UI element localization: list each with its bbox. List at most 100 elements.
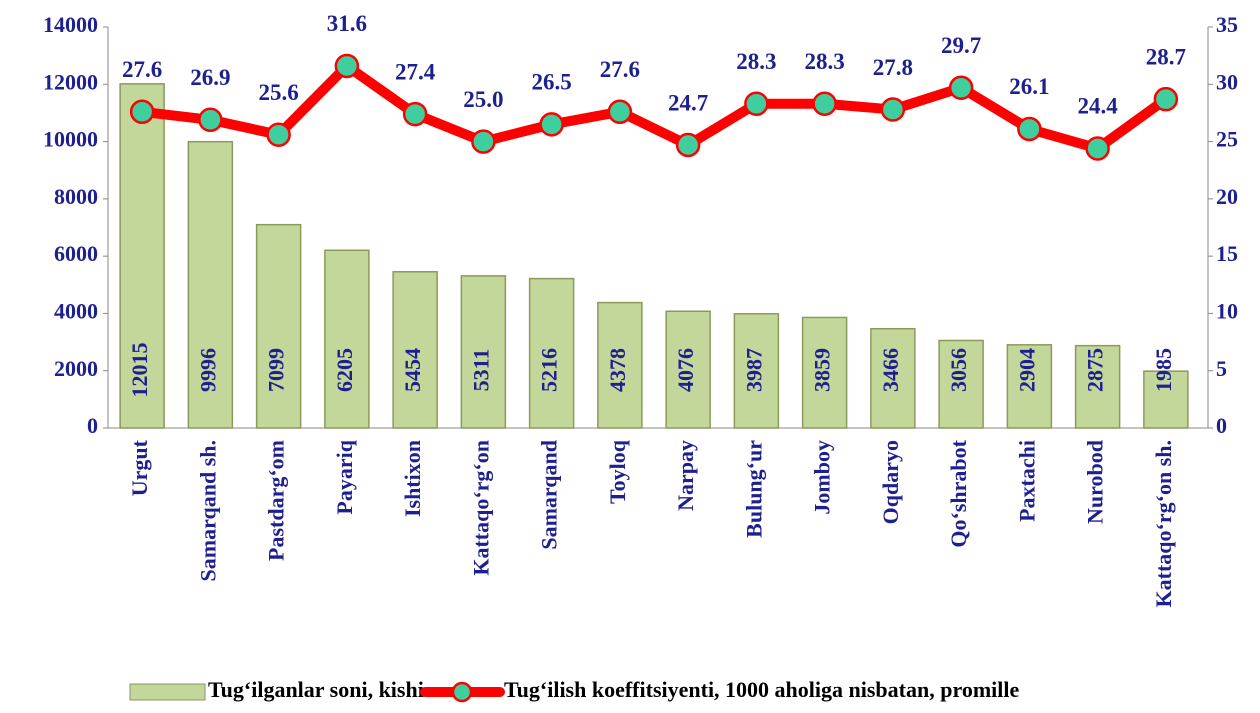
line-label: 27.4 — [395, 59, 436, 84]
bar — [870, 327, 916, 429]
bar-label: 3466 — [878, 348, 903, 392]
bar — [1006, 344, 1053, 429]
bar — [938, 339, 984, 429]
line-marker — [266, 122, 291, 147]
legend-swatch — [129, 683, 206, 701]
bar — [528, 277, 575, 429]
line-label: 25.0 — [463, 87, 503, 112]
bar-label: 4378 — [605, 348, 630, 392]
y2-tick-label: 20 — [1216, 184, 1238, 209]
x-tick-label: Pastdarg‘om — [264, 440, 289, 561]
line-label: 26.9 — [190, 65, 230, 90]
line-label: 28.3 — [736, 49, 776, 74]
bar — [801, 316, 848, 429]
x-tick-label: Nurobod — [1083, 440, 1108, 524]
bar — [187, 140, 234, 429]
line-marker — [198, 107, 223, 133]
y-tick-label: 2000 — [54, 356, 98, 381]
line-label: 31.6 — [327, 11, 367, 36]
bar-label: 3859 — [810, 348, 835, 392]
bar-label: 6205 — [332, 348, 357, 392]
line-marker — [402, 101, 428, 127]
x-tick-label: Kattaqo‘rg‘on sh. — [1151, 440, 1176, 607]
y-tick-label: 6000 — [54, 241, 98, 266]
y-tick-label: 4000 — [54, 298, 98, 323]
x-tick-label: Bulung‘ur — [741, 440, 766, 538]
bar — [1074, 344, 1121, 429]
line-label: 29.7 — [941, 33, 981, 58]
y-tick-label: 14000 — [43, 12, 98, 37]
bar-label: 7099 — [264, 348, 289, 392]
line-label: 28.3 — [805, 49, 845, 74]
line-marker — [1017, 116, 1042, 142]
bar-label: 5454 — [400, 348, 425, 392]
bar — [460, 275, 507, 429]
legend-label: Tug‘ilganlar soni, kishi — [208, 677, 424, 702]
x-tick-label: Paxtachi — [1014, 440, 1039, 522]
bar-label: 12015 — [127, 343, 152, 398]
y2-tick-label: 30 — [1216, 69, 1238, 94]
line-marker — [539, 112, 564, 137]
x-tick-label: Oqdaryo — [878, 440, 903, 524]
bar-label: 3056 — [946, 348, 971, 392]
bar — [392, 271, 438, 429]
y2-tick-label: 5 — [1216, 356, 1227, 381]
bar — [1143, 370, 1189, 429]
x-tick-label: Samarqand — [537, 440, 562, 550]
bar — [733, 313, 780, 429]
bar — [324, 249, 370, 429]
x-tick-label: Jomboy — [810, 440, 835, 515]
line-marker — [880, 97, 906, 122]
line-marker — [744, 91, 769, 117]
bar-label: 5216 — [537, 348, 562, 392]
bar — [255, 223, 302, 429]
y2-tick-label: 0 — [1216, 413, 1227, 438]
x-tick-label: Urgut — [127, 439, 152, 496]
x-tick-label: Narpay — [673, 440, 698, 511]
y-tick-label: 0 — [87, 413, 98, 438]
y2-tick-label: 15 — [1216, 241, 1238, 266]
x-tick-label: Qo‘shrabot — [946, 439, 971, 547]
x-tick-label: Payariq — [332, 439, 357, 514]
bar-label: 1985 — [1151, 348, 1176, 392]
line-label: 26.1 — [1009, 74, 1049, 99]
x-tick-label: Ishtixon — [400, 440, 425, 517]
line-label: 28.7 — [1146, 44, 1186, 69]
line-marker — [129, 99, 155, 125]
line-label: 27.8 — [873, 55, 913, 80]
bar-label: 5311 — [468, 349, 493, 392]
legend-swatch — [451, 681, 473, 703]
bar-label: 9996 — [195, 348, 220, 392]
y2-tick-label: 10 — [1216, 298, 1238, 323]
line-marker — [675, 132, 701, 158]
x-tick-label: Kattaqo‘rg‘on — [468, 440, 493, 576]
y-tick-label: 12000 — [43, 69, 98, 94]
y-tick-label: 10000 — [43, 127, 98, 152]
line-marker — [812, 91, 837, 117]
line-label: 27.6 — [600, 57, 640, 82]
line-label: 26.5 — [532, 70, 572, 95]
line-marker — [1085, 136, 1110, 161]
line-marker — [948, 75, 974, 100]
bar-label: 2904 — [1014, 348, 1039, 392]
bar-label: 3987 — [741, 348, 766, 392]
y-tick-label: 8000 — [54, 184, 98, 209]
line — [141, 60, 1169, 154]
line-label: 24.7 — [668, 90, 708, 115]
bar — [119, 83, 165, 429]
line-marker — [334, 53, 360, 79]
x-tick-label: Samarqand sh. — [195, 440, 220, 581]
x-tick-label: Toyloq — [605, 439, 630, 504]
line-marker — [607, 99, 633, 125]
line-label: 24.4 — [1078, 94, 1119, 119]
line-marker — [1153, 86, 1179, 112]
bar — [665, 310, 711, 429]
bar-label: 2875 — [1083, 348, 1108, 392]
line-label: 25.6 — [259, 80, 299, 105]
legend-label: Tug‘ilish koeffitsiyenti, 1000 aholiga n… — [504, 677, 1019, 702]
bar-label: 4076 — [673, 348, 698, 392]
line-label: 27.6 — [122, 57, 162, 82]
bar — [597, 301, 643, 429]
line-marker — [471, 129, 496, 154]
